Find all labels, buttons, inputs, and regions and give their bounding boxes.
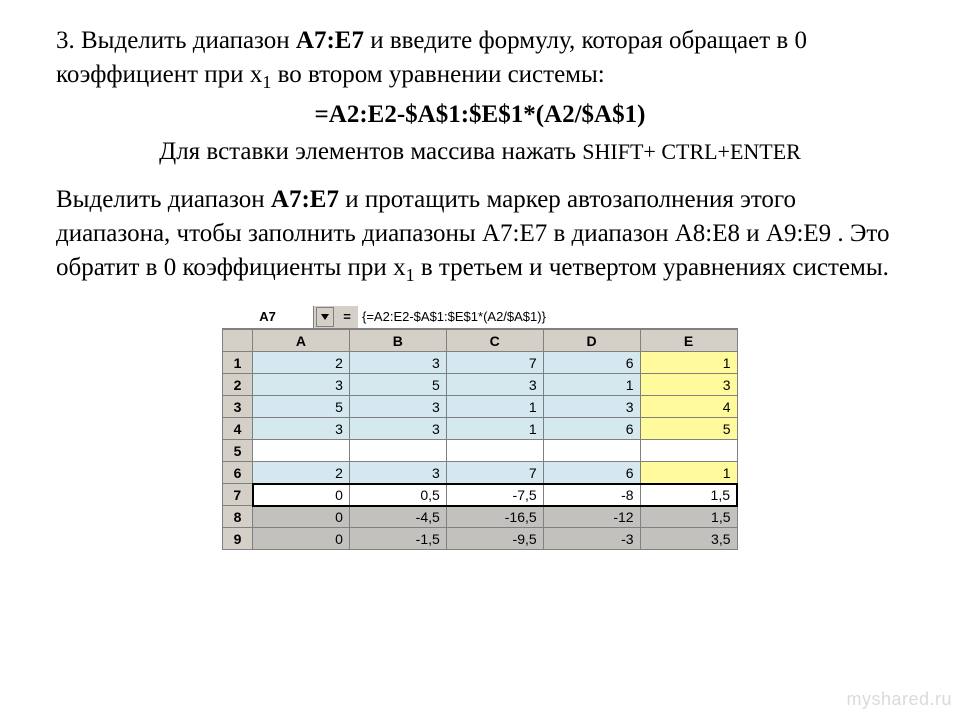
cell[interactable] (543, 440, 640, 462)
cell[interactable]: 3 (640, 374, 737, 396)
cell[interactable]: 0 (253, 484, 350, 506)
cell[interactable]: 7 (446, 352, 543, 374)
select-all-corner[interactable] (223, 330, 253, 352)
cell[interactable]: 1 (446, 396, 543, 418)
cell[interactable]: 5 (640, 418, 737, 440)
cell[interactable]: 1 (446, 418, 543, 440)
cell[interactable]: 5 (349, 374, 446, 396)
cell[interactable]: 3 (349, 352, 446, 374)
cell[interactable]: 7 (446, 462, 543, 484)
chevron-down-icon (321, 314, 329, 320)
p3g: в третьем и четвертом уравнениях системы… (415, 254, 889, 281)
col-header-B[interactable]: B (349, 330, 446, 352)
cell[interactable]: 6 (543, 352, 640, 374)
cell[interactable] (640, 440, 737, 462)
formula-bar: A7 = {=A2:E2-$A$1:$E$1*(A2/$A$1)} (222, 306, 738, 329)
paragraph-3: Выделить диапазон A7:E7 и протащить марк… (56, 183, 904, 284)
cell[interactable]: 4 (640, 396, 737, 418)
cell[interactable]: 3 (543, 396, 640, 418)
cell[interactable]: -8 (543, 484, 640, 506)
col-header-C[interactable]: C (446, 330, 543, 352)
p3-sub: 1 (406, 265, 415, 285)
cell[interactable]: 3 (349, 462, 446, 484)
cell[interactable]: 2 (253, 462, 350, 484)
cell[interactable]: -12 (543, 506, 640, 528)
cell[interactable]: 0 (253, 528, 350, 550)
col-header-A[interactable]: A (253, 330, 350, 352)
row-header-4[interactable]: 4 (223, 418, 253, 440)
cell[interactable]: -4,5 (349, 506, 446, 528)
equals-label: = (336, 306, 358, 328)
row-header-8[interactable]: 8 (223, 506, 253, 528)
cell[interactable]: 3,5 (640, 528, 737, 550)
row-header-3[interactable]: 3 (223, 396, 253, 418)
paragraph-2: Для вставки элементов массива нажать SHI… (56, 135, 904, 169)
p2a: Для вставки элементов массива нажать (159, 138, 582, 165)
p1a: 3. Выделить диапазон (56, 27, 296, 54)
cell[interactable]: 6 (543, 418, 640, 440)
cell[interactable]: -1,5 (349, 528, 446, 550)
paragraph-1: 3. Выделить диапазон A7:E7 и введите фор… (56, 24, 904, 92)
cell[interactable]: 0 (253, 506, 350, 528)
cell[interactable]: 0,5 (349, 484, 446, 506)
cell[interactable]: -7,5 (446, 484, 543, 506)
cell[interactable]: 3 (349, 418, 446, 440)
col-header-E[interactable]: E (640, 330, 737, 352)
row-header-5[interactable]: 5 (223, 440, 253, 462)
row-header-7[interactable]: 7 (223, 484, 253, 506)
cell[interactable] (253, 440, 350, 462)
row-header-1[interactable]: 1 (223, 352, 253, 374)
cell[interactable]: 2 (253, 352, 350, 374)
cell[interactable]: -9,5 (446, 528, 543, 550)
col-header-D[interactable]: D (543, 330, 640, 352)
cell[interactable]: 3 (349, 396, 446, 418)
name-box-dropdown[interactable] (316, 307, 334, 327)
cell[interactable]: 1,5 (640, 506, 737, 528)
cell[interactable]: 3 (253, 418, 350, 440)
row-header-6[interactable]: 6 (223, 462, 253, 484)
p3f: x (393, 254, 406, 281)
cell[interactable]: 5 (253, 396, 350, 418)
p2b: SHIFT+ CTRL+ENTER (582, 139, 801, 164)
p3a: Выделить диапазон (56, 186, 271, 213)
cell[interactable] (349, 440, 446, 462)
p1-sub: 1 (262, 72, 271, 92)
p1e: во втором уравнении системы: (271, 61, 604, 88)
cell[interactable]: 3 (253, 374, 350, 396)
formula-line: =A2:E2-$A$1:$E$1*(A2/$A$1) (56, 98, 904, 132)
cell[interactable]: -3 (543, 528, 640, 550)
p1b: A7:E7 (296, 27, 364, 54)
row-header-2[interactable]: 2 (223, 374, 253, 396)
row-header-9[interactable]: 9 (223, 528, 253, 550)
name-box[interactable]: A7 (222, 306, 314, 328)
array-formula: =A2:E2-$A$1:$E$1*(A2/$A$1) (56, 98, 904, 132)
p1d: x (250, 61, 263, 88)
spreadsheet-screenshot: A7 = {=A2:E2-$A$1:$E$1*(A2/$A$1)} A B C … (222, 306, 738, 550)
cell[interactable]: -16,5 (446, 506, 543, 528)
cell[interactable]: 3 (446, 374, 543, 396)
watermark: myshared.ru (846, 689, 952, 710)
cell[interactable]: 1 (640, 352, 737, 374)
formula-bar-content[interactable]: {=A2:E2-$A$1:$E$1*(A2/$A$1)} (358, 306, 738, 328)
cell[interactable]: 1 (543, 374, 640, 396)
cell[interactable] (446, 440, 543, 462)
p3b: A7:E7 (271, 186, 339, 213)
cell[interactable]: 1 (640, 462, 737, 484)
cell[interactable]: 6 (543, 462, 640, 484)
spreadsheet-grid: A B C D E 123761235313353134433165562376… (222, 329, 738, 550)
cell[interactable]: 1,5 (640, 484, 737, 506)
